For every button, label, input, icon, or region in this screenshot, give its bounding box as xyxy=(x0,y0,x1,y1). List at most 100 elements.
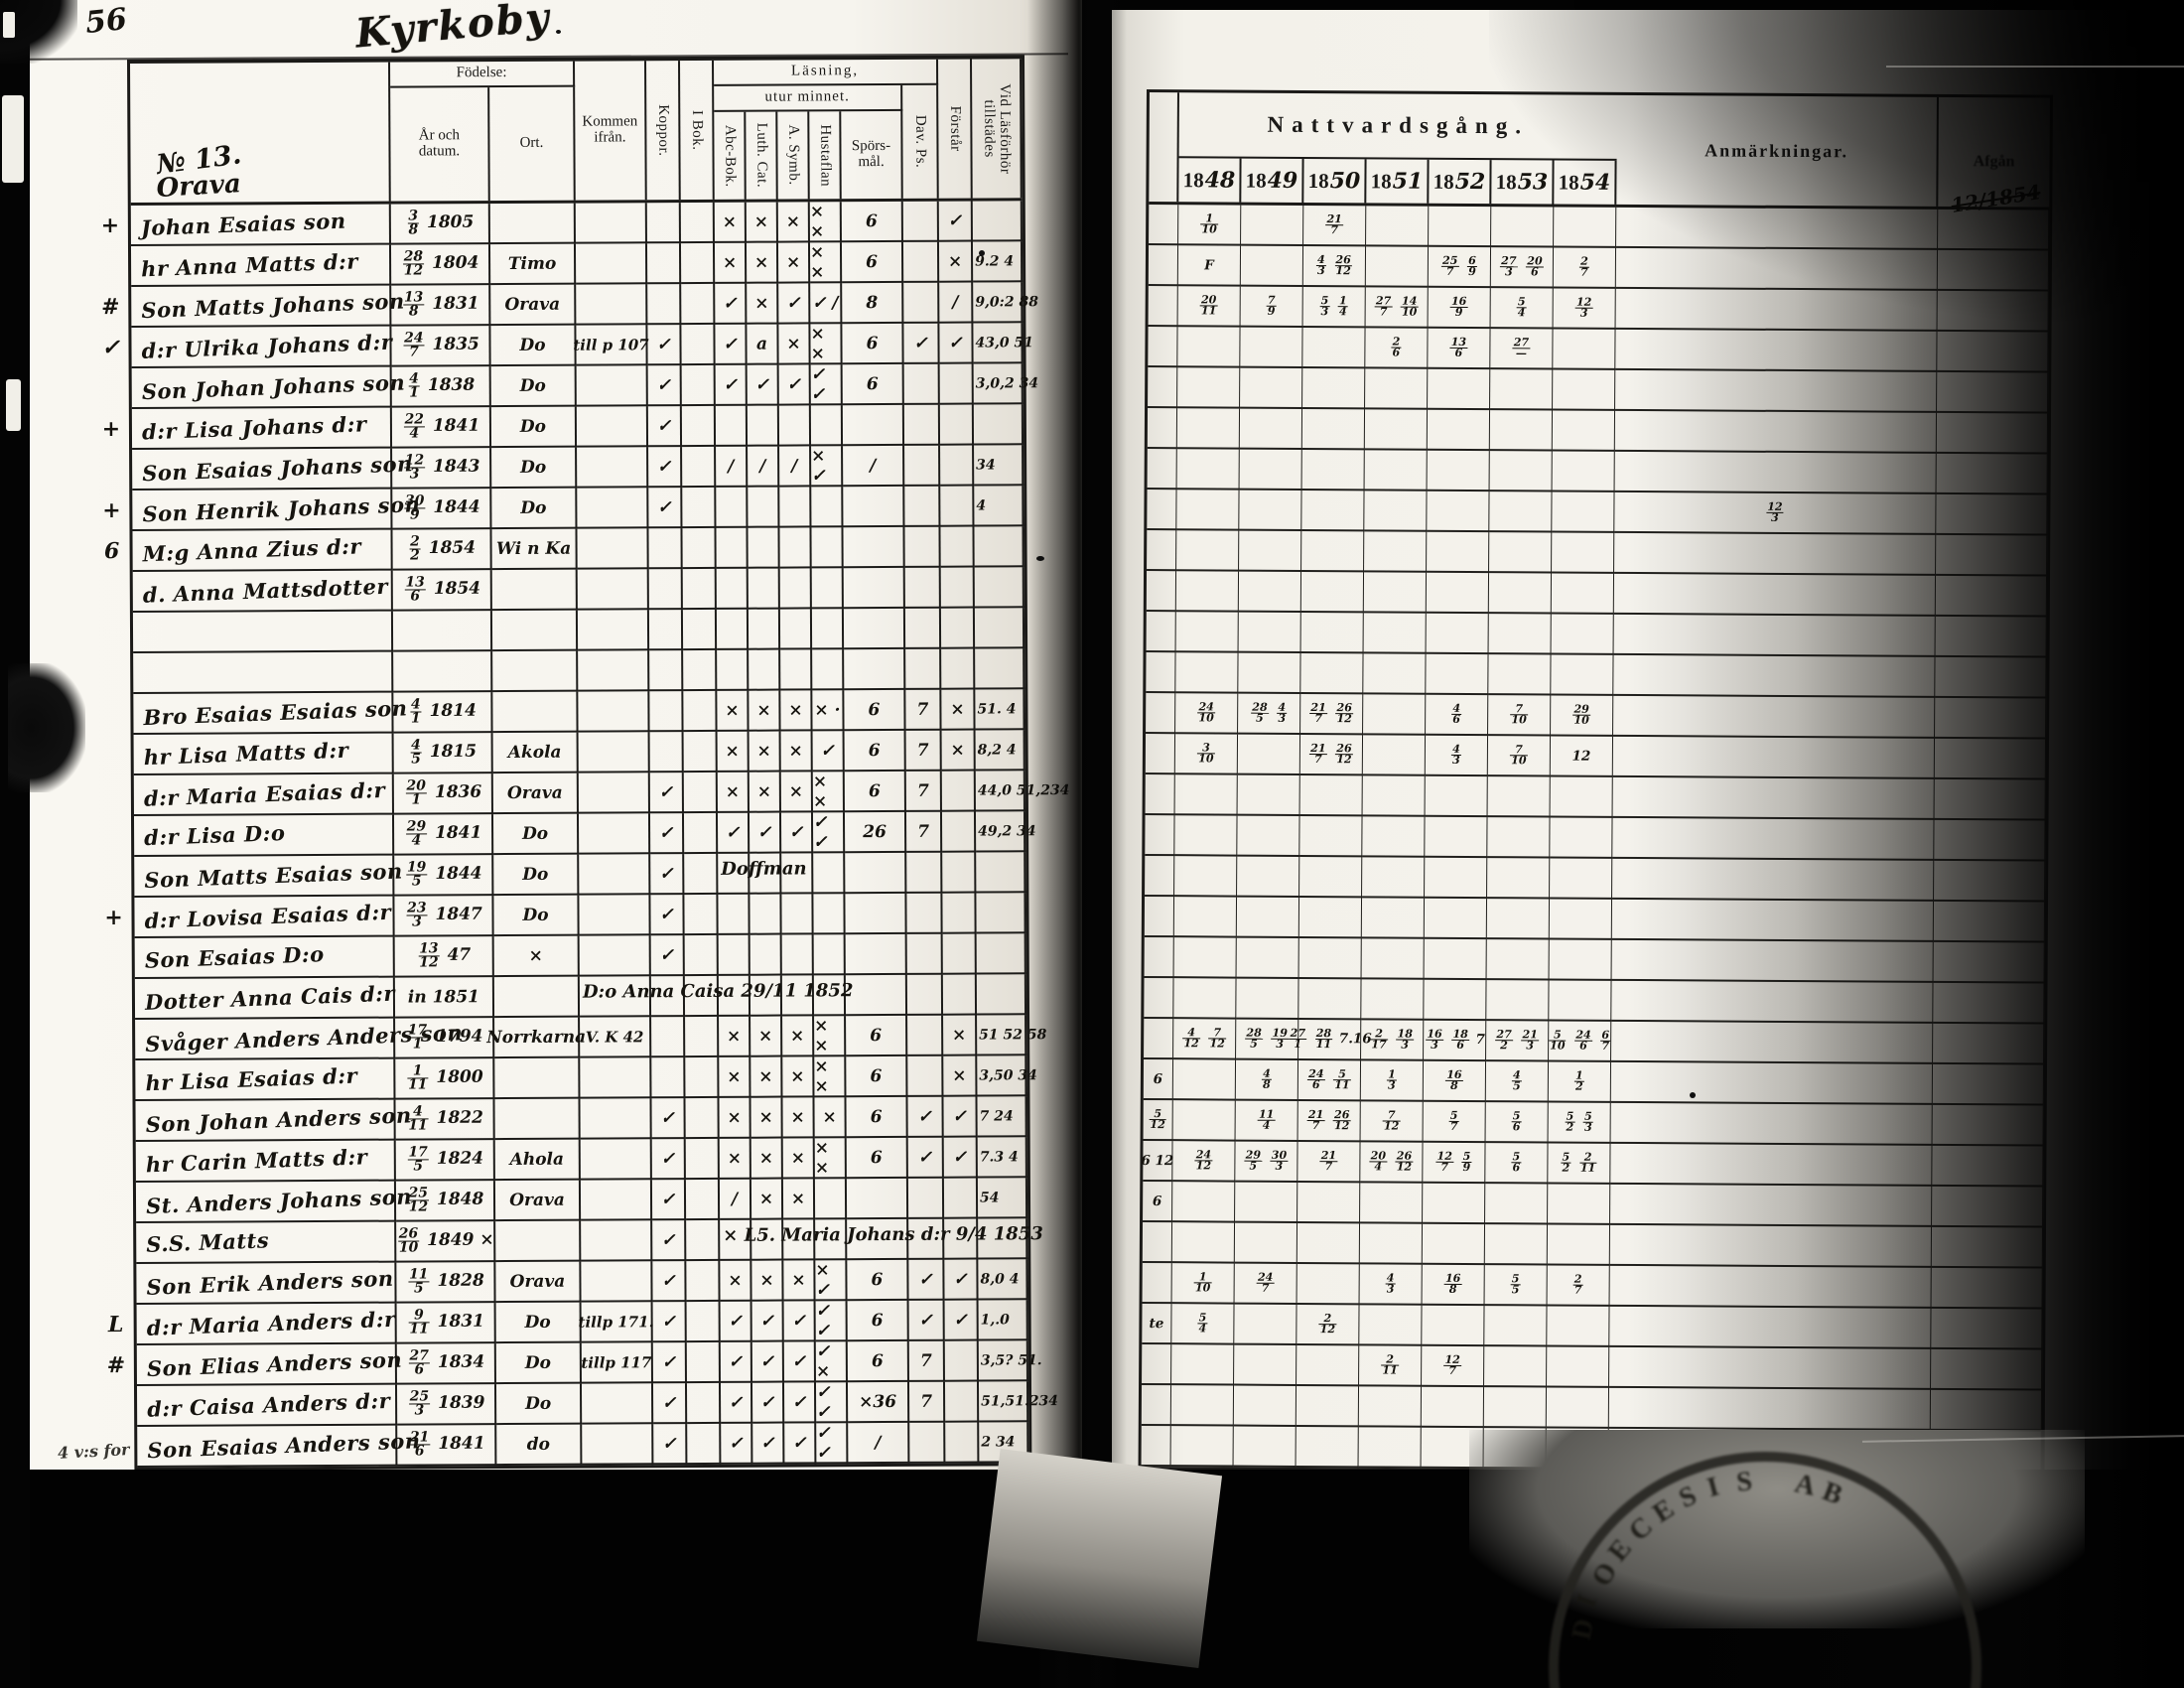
cell-y51 xyxy=(1362,857,1426,899)
cell-birth: 13 12 47 xyxy=(394,936,494,978)
cell-ibok xyxy=(682,446,717,489)
fraction-denominator: 11 xyxy=(408,1076,428,1093)
mark-abc: × xyxy=(722,211,738,232)
date-fraction: 27 7 xyxy=(1374,294,1393,318)
cell-y49 xyxy=(1238,571,1302,613)
margin-mark: + xyxy=(104,904,123,930)
handwritten-entry: 24 7 xyxy=(1255,1271,1277,1295)
mark-hust: × · xyxy=(814,699,841,720)
mark-hust: × × xyxy=(809,201,825,241)
row-note: Doffman xyxy=(721,858,807,880)
fraction-denominator: 7 xyxy=(409,344,419,360)
fraction-denominator: 4 xyxy=(1262,1118,1271,1132)
cell-kop xyxy=(649,691,684,733)
fraction-denominator: 4 xyxy=(411,832,422,849)
cell-vid: 4 xyxy=(974,486,1024,527)
header-fodelse: Födelse: xyxy=(390,61,576,88)
cell-luth: × xyxy=(746,242,779,284)
cell-spor xyxy=(846,1178,909,1220)
cell-y50 xyxy=(1299,815,1363,858)
cell-dav xyxy=(907,1015,944,1056)
mark-hust: ✓ / xyxy=(812,292,839,313)
fraction-denominator: 12 xyxy=(419,954,439,971)
cell-ibok xyxy=(682,568,717,611)
mark-kop: ✓ xyxy=(660,1189,676,1209)
fraction-denominator: 10 xyxy=(1201,222,1217,236)
fraction-denominator: 10 xyxy=(1401,305,1418,319)
cell-dav xyxy=(903,363,940,405)
mark-forst: ✓ xyxy=(953,1310,968,1331)
fraction-denominator: 7 xyxy=(1311,1119,1320,1133)
mark-luth: ✓ xyxy=(759,1311,774,1332)
cell-lead xyxy=(1147,408,1178,450)
cell-spor: 6 xyxy=(844,730,906,773)
mark-dav: 7 xyxy=(917,821,930,842)
cell-spor: 6 xyxy=(847,1340,909,1383)
cell-hust: ✓ ✓ xyxy=(813,812,846,854)
handwritten-entry: 21 7 xyxy=(1318,1149,1340,1173)
mark-ort: Akola xyxy=(507,742,562,763)
cell-ibok xyxy=(684,853,719,896)
fraction-denominator: 12 xyxy=(1383,1119,1400,1133)
cell-y53 xyxy=(1487,858,1551,900)
scratch-line xyxy=(1886,66,2184,68)
cell-asymb: × xyxy=(780,690,813,732)
cell-y50 xyxy=(1297,1222,1361,1265)
fraction-denominator: 5 xyxy=(1511,1283,1520,1297)
mark-abc: × xyxy=(727,1066,742,1087)
date-fraction: 29 5 xyxy=(1244,1149,1263,1173)
cell-lead xyxy=(1148,286,1178,328)
handwritten-entry: 2 17 18 3 xyxy=(1368,1027,1416,1052)
cell-kop: ✓ xyxy=(652,1302,687,1343)
mark-spor: 6 xyxy=(866,251,879,272)
cell-forst: × xyxy=(941,689,976,731)
handwritten-entry: 20 4 26 12 xyxy=(1368,1149,1416,1174)
cell-forst xyxy=(940,526,975,568)
cell-luth: / xyxy=(748,446,780,488)
cell-y50 xyxy=(1298,937,1362,980)
person-name: Son Matts Esaias son xyxy=(143,858,404,894)
date-fraction: 7 12 xyxy=(1382,1109,1401,1133)
cell-y49 xyxy=(1238,652,1301,694)
cell-y51 xyxy=(1364,491,1428,532)
mark-luth: ✓ xyxy=(760,1433,775,1454)
cell-y50 xyxy=(1296,1426,1359,1469)
margin-mark: + xyxy=(101,415,121,442)
cell-kop: ✓ xyxy=(651,1139,686,1181)
mark-luth: × xyxy=(753,252,769,273)
cell-birth: 25 3 1839 xyxy=(396,1384,497,1426)
cell-kommen xyxy=(578,691,650,733)
cell-kommen xyxy=(578,732,650,774)
mark-hust: × × xyxy=(814,1015,829,1055)
cell-luth xyxy=(748,487,780,528)
mark-hust: ✓ ✓ xyxy=(810,363,826,404)
cell-y54 xyxy=(1551,573,1615,615)
cell-kop: ✓ xyxy=(652,1383,688,1425)
cell-abc: × xyxy=(717,690,750,732)
date-fraction: 25 3 xyxy=(408,1389,431,1419)
cell-luth: × xyxy=(751,1179,784,1220)
cell-kommen xyxy=(575,243,648,285)
cell-y54 xyxy=(1547,1346,1610,1388)
fraction-denominator: 10 xyxy=(398,1239,419,1256)
person-name: d:r Ulrika Johans d:r xyxy=(141,329,393,363)
cell-vid: 51 52 58 xyxy=(977,1015,1046,1056)
cell-y52 xyxy=(1426,653,1489,696)
fraction-denominator: 7 xyxy=(1601,1039,1610,1053)
cell-abc xyxy=(716,609,750,650)
cell-name: hr Lisa Esaias d:r xyxy=(135,1058,396,1101)
cell-hust: ✓ × xyxy=(816,1341,848,1383)
mark-spor: ×36 xyxy=(859,1391,897,1412)
cell-y51 xyxy=(1363,613,1427,654)
cell-dav xyxy=(906,933,943,975)
cell-y48 xyxy=(1170,1385,1235,1427)
cell-y48 xyxy=(1175,612,1239,653)
cell-lead xyxy=(1147,530,1177,572)
cell-dav xyxy=(904,526,941,568)
cell-y48 xyxy=(1172,1059,1237,1101)
cell-vid xyxy=(976,933,1026,975)
